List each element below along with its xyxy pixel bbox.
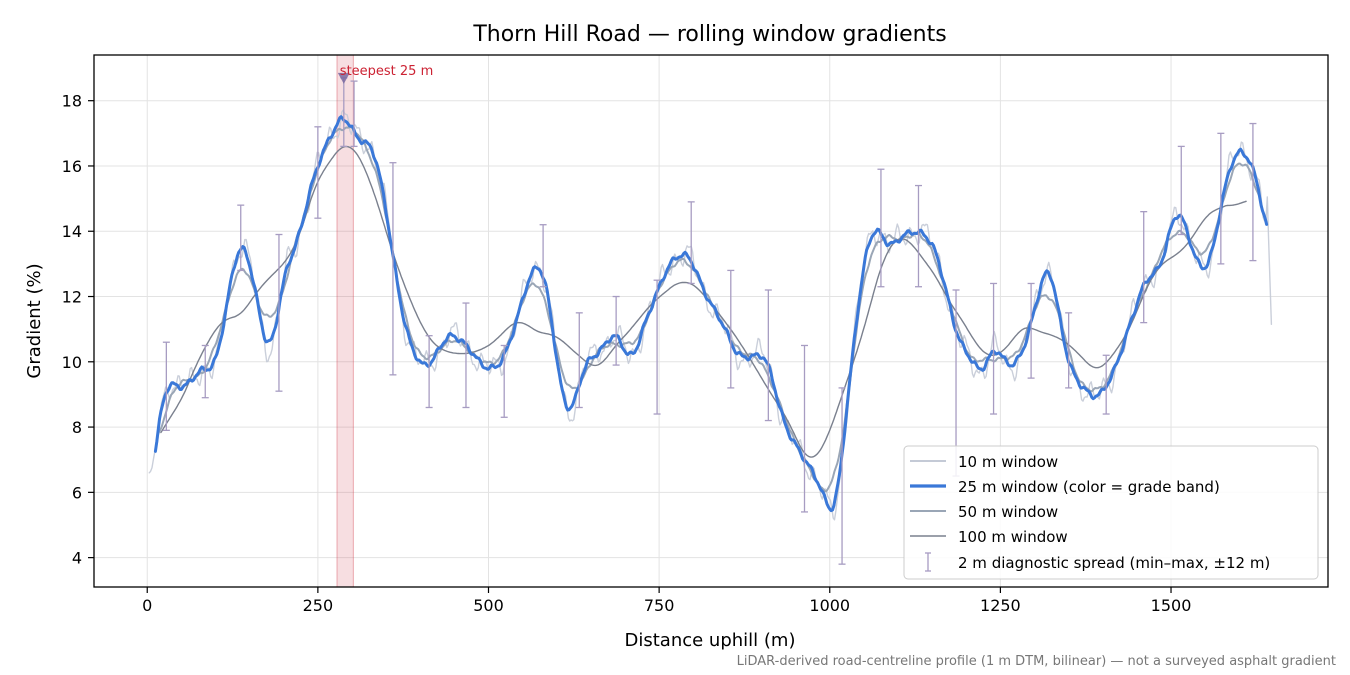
error-bar	[1065, 312, 1073, 389]
error-bar	[764, 289, 772, 422]
series-line-50m	[156, 126, 1261, 493]
error-bar	[687, 201, 695, 285]
error-bars	[162, 77, 1257, 565]
legend-label-50m: 50 m window	[958, 503, 1058, 521]
y-tick-label: 12	[62, 288, 82, 307]
x-axis-title: Distance uphill (m)	[625, 630, 796, 651]
error-bar	[314, 126, 322, 219]
legend-label-25m: 25 m window (color = grade band)	[958, 478, 1220, 496]
error-bar	[237, 204, 245, 272]
error-bar	[1249, 122, 1257, 262]
x-tick-label: 1250	[980, 596, 1021, 615]
annotation: steepest 25 m	[337, 64, 433, 84]
legend-label-100m: 100 m window	[958, 528, 1068, 546]
error-bar	[612, 295, 620, 366]
error-bar	[1102, 354, 1110, 415]
legend-box	[903, 445, 1319, 580]
x-tick-label: 250	[303, 596, 334, 615]
error-bar	[877, 168, 885, 288]
error-bar	[1027, 282, 1035, 379]
x-tick-label: 1000	[809, 596, 850, 615]
error-bar	[350, 80, 358, 148]
error-bar	[275, 233, 283, 392]
error-bar	[1177, 145, 1185, 236]
plot-frame	[93, 54, 1329, 588]
error-bar	[462, 302, 470, 409]
x-tick-label: 750	[644, 596, 675, 615]
legend-label-10m: 10 m window	[958, 453, 1058, 471]
error-bar	[575, 312, 583, 409]
error-bar	[801, 344, 809, 513]
error-bar	[838, 387, 846, 565]
error-bar	[162, 341, 170, 431]
axis-ticks: 0 250 500 750 1000 1250 1500 4 6 8 10 12 14 16 18	[62, 92, 1192, 615]
series-line-100m	[160, 145, 1247, 458]
x-tick-label: 500	[473, 596, 504, 615]
error-bar	[425, 335, 433, 409]
y-tick-label: 6	[72, 483, 82, 502]
steepest-marker	[337, 72, 350, 84]
legend-swatch-errorbar	[925, 552, 931, 572]
error-bar	[201, 344, 209, 399]
legend: 10 m window 25 m window (color = grade b…	[903, 445, 1319, 580]
y-tick-label: 16	[62, 157, 82, 176]
series-line-25m	[153, 115, 1269, 513]
error-bar	[653, 279, 661, 415]
error-bar	[914, 184, 922, 288]
error-bar	[727, 269, 735, 389]
error-bar	[500, 344, 508, 418]
grid-lines	[94, 55, 1328, 587]
x-tick-label: 0	[142, 596, 152, 615]
y-tick-label: 4	[72, 549, 82, 568]
footnote: LiDAR-derived road-centreline profile (1…	[737, 654, 1336, 669]
error-bar	[990, 282, 998, 415]
y-tick-label: 18	[62, 92, 82, 111]
y-axis-title: Gradient (%)	[24, 263, 45, 378]
legend-label-errorbar: 2 m diagnostic spread (min–max, ±12 m)	[958, 554, 1270, 572]
series-line-10m	[148, 109, 1273, 521]
error-bar	[1217, 132, 1225, 265]
error-bar	[389, 162, 397, 376]
y-tick-label: 8	[72, 418, 82, 437]
y-tick-label: 10	[62, 353, 82, 372]
error-bar	[1140, 211, 1148, 324]
x-tick-label: 1500	[1151, 596, 1192, 615]
series-lines	[148, 109, 1273, 521]
chart-title: Thorn Hill Road — rolling window gradien…	[472, 22, 946, 47]
steepest-label: steepest 25 m	[340, 64, 433, 79]
y-tick-label: 14	[62, 222, 82, 241]
error-bar	[539, 224, 547, 288]
